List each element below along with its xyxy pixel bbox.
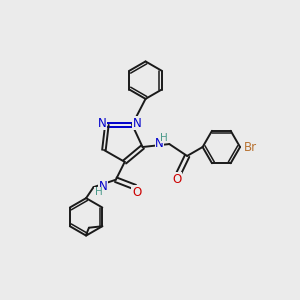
Text: N: N (155, 137, 164, 150)
Text: N: N (99, 180, 108, 193)
Text: Br: Br (244, 140, 257, 154)
Text: O: O (172, 173, 182, 186)
Text: O: O (132, 186, 141, 199)
Text: N: N (133, 117, 142, 130)
Text: N: N (98, 117, 106, 130)
Text: H: H (95, 187, 103, 197)
Text: H: H (160, 133, 168, 142)
